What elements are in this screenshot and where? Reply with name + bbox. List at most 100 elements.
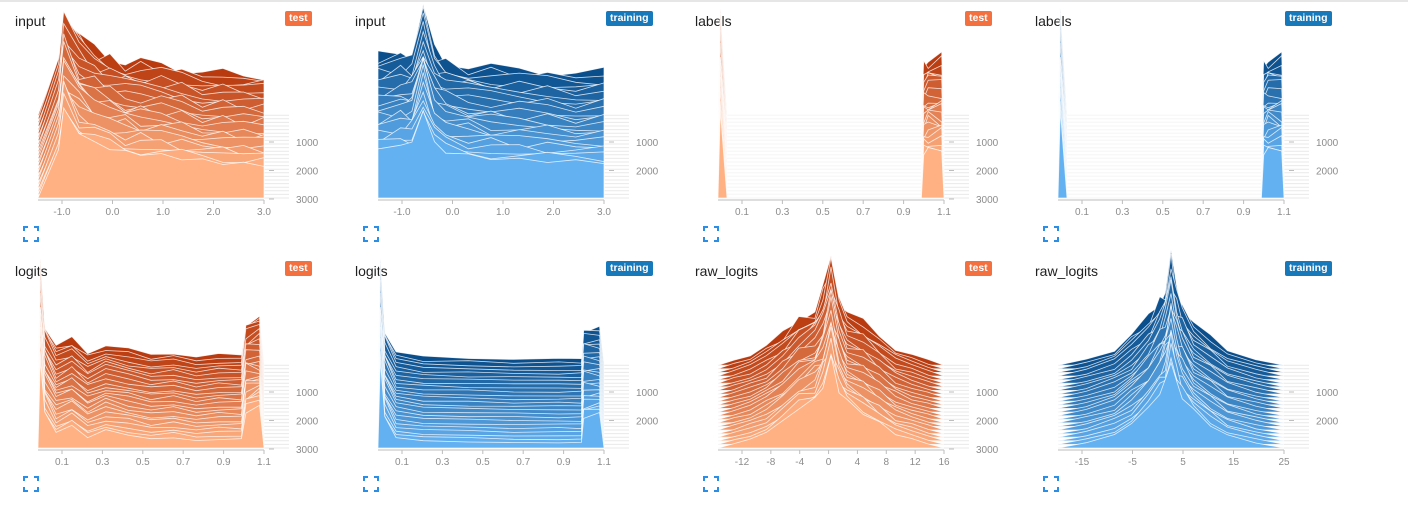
histogram-slice [1057, 13, 1285, 116]
x-tick-label: 2.0 [547, 207, 561, 218]
y-tick-label: 1000 [1316, 388, 1339, 399]
x-tick-label: 0.0 [106, 207, 120, 218]
x-tick-label: 0 [826, 457, 832, 468]
histogram-slice [717, 84, 945, 170]
histogram-slice [37, 360, 265, 449]
y-tick-label: 1000 [976, 138, 999, 149]
histogram-slice [717, 42, 945, 148]
histogram-slice [1057, 12, 1285, 127]
histogram-slice [717, 94, 945, 177]
x-tick-label: 1.1 [937, 207, 951, 218]
x-tick-label: 2.0 [207, 207, 221, 218]
chart-title: logits [355, 263, 388, 279]
histogram-slice [1057, 110, 1285, 199]
run-badge: training [606, 261, 653, 276]
histogram-slice [717, 39, 945, 130]
histogram-slice [1057, 48, 1285, 138]
histogram-plot: 0.1 0.3 0.5 0.7 0.9 1.1 1000 2000 3000 [717, 8, 999, 218]
x-tick-label: 0.5 [476, 457, 490, 468]
run-badge: training [606, 11, 653, 26]
chart-title: labels [695, 13, 732, 29]
y-tick-label: 2000 [976, 417, 999, 428]
histogram-slice [717, 13, 945, 116]
run-badge: test [965, 261, 992, 276]
x-tick-label: 0.5 [136, 457, 150, 468]
histogram-slice [717, 71, 945, 163]
x-tick-label: 0.7 [516, 457, 530, 468]
y-tick-label: 2000 [636, 417, 659, 428]
histogram-card: input test -1.0 0.0 1.0 2.0 3.0 1000 2000 3000 [0, 0, 340, 250]
histogram-slice [717, 110, 945, 199]
y-tick-label: 2000 [976, 167, 999, 178]
histogram-slice [717, 8, 945, 120]
fullscreen-icon[interactable] [703, 226, 719, 242]
histogram-slice [717, 68, 945, 174]
run-badge: test [285, 261, 312, 276]
y-tick-label: 2000 [636, 167, 659, 178]
histogram-plot: -1.0 0.0 1.0 2.0 3.0 1000 2000 [377, 4, 659, 218]
fullscreen-icon[interactable] [363, 226, 379, 242]
x-tick-label: 0.7 [1196, 207, 1210, 218]
x-tick-label: 0.9 [557, 457, 571, 468]
histogram-slice [717, 101, 945, 184]
x-tick-label: 0.9 [217, 457, 231, 468]
x-tick-label: 0.9 [897, 207, 911, 218]
y-tick-label: 3000 [976, 195, 999, 206]
fullscreen-icon[interactable] [23, 226, 39, 242]
histogram-slice [717, 30, 945, 141]
run-badge: test [965, 11, 992, 26]
x-tick-label: 0.1 [55, 457, 69, 468]
histogram-slice [377, 292, 605, 398]
histogram-card: input training -1.0 0.0 1.0 2.0 3.0 1000 2000 [340, 0, 680, 250]
histogram-slice [377, 334, 605, 420]
histogram-slice [1057, 361, 1285, 449]
fullscreen-icon[interactable] [1043, 476, 1059, 492]
histogram-card: raw_logits test -12 -8 -4 0 4 8 12 16 1000 2000 3000 [680, 250, 1020, 500]
histogram-slice [717, 76, 945, 181]
histogram-slice [1057, 19, 1285, 134]
histogram-plot: -12 -8 -4 0 4 8 12 16 1000 2000 3000 [717, 255, 999, 468]
chart-title: input [355, 13, 386, 29]
chart-title: raw_logits [1035, 263, 1099, 279]
histogram-slice [1057, 42, 1285, 148]
x-tick-label: 3.0 [257, 207, 271, 218]
y-tick-label: 2000 [1316, 417, 1339, 428]
chart-title: input [15, 13, 46, 29]
histogram-slice [717, 48, 945, 138]
x-tick-label: -1.0 [53, 207, 71, 218]
y-tick-label: 3000 [296, 195, 319, 206]
x-tick-label: 0.5 [1156, 207, 1170, 218]
histogram-slice [1057, 76, 1285, 181]
x-tick-label: 1.1 [597, 457, 611, 468]
histogram-slice [717, 62, 945, 166]
x-tick-label: 0.7 [856, 207, 870, 218]
x-tick-label: 5 [1180, 457, 1186, 468]
histogram-slice [377, 312, 605, 416]
histogram-slice [717, 106, 945, 192]
x-tick-label: 0.3 [435, 457, 449, 468]
histogram-slice [717, 19, 945, 134]
fullscreen-icon[interactable] [703, 476, 719, 492]
x-tick-label: -4 [795, 457, 804, 468]
fullscreen-icon[interactable] [1043, 226, 1059, 242]
histogram-card: logits test 0.1 0.3 0.5 0.7 0.9 1.1 1000 2000 3000 [0, 250, 340, 500]
fullscreen-icon[interactable] [23, 476, 39, 492]
x-tick-label: -15 [1075, 457, 1090, 468]
x-tick-label: 0.3 [1115, 207, 1129, 218]
histogram-slice [1057, 101, 1285, 184]
y-tick-label: 1000 [296, 138, 319, 149]
histogram-slice [377, 258, 605, 370]
histogram-plot: 0.1 0.3 0.5 0.7 0.9 1.1 1000 2000 [1057, 8, 1339, 218]
top-divider [0, 0, 1408, 2]
y-tick-label: 1000 [296, 388, 319, 399]
histogram-slice [1057, 39, 1285, 130]
x-tick-label: 15 [1228, 457, 1240, 468]
fullscreen-icon[interactable] [363, 476, 379, 492]
x-tick-label: -5 [1128, 457, 1137, 468]
x-tick-label: 1.1 [257, 457, 271, 468]
histogram-slice [1057, 8, 1285, 120]
y-tick-label: 3000 [296, 445, 319, 456]
x-tick-label: 16 [938, 457, 950, 468]
histogram-slice [377, 306, 605, 402]
run-badge: training [1285, 11, 1332, 26]
